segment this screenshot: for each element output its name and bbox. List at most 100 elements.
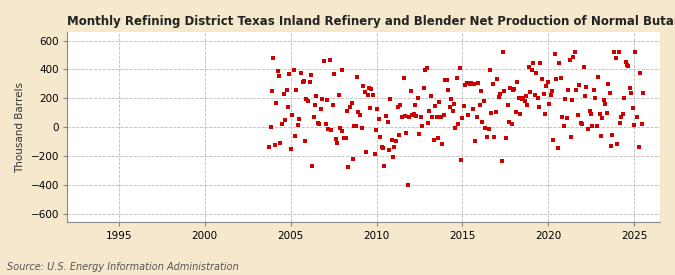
Point — [418, 86, 429, 90]
Text: Source: U.S. Energy Information Administration: Source: U.S. Energy Information Administ… — [7, 262, 238, 272]
Point — [274, 74, 285, 79]
Point — [581, 85, 592, 89]
Point — [359, 90, 370, 94]
Point — [377, 146, 388, 150]
Point — [477, 120, 488, 125]
Point — [273, 69, 284, 73]
Point — [535, 61, 545, 65]
Point — [442, 88, 453, 93]
Point — [491, 76, 502, 81]
Point — [322, 98, 333, 102]
Point — [325, 57, 335, 62]
Point — [589, 96, 600, 100]
Point — [556, 76, 566, 80]
Point — [298, 79, 309, 83]
Point — [307, 164, 318, 168]
Point — [493, 95, 504, 100]
Point — [395, 103, 406, 108]
Point — [304, 80, 315, 84]
Point — [421, 66, 432, 71]
Point — [340, 136, 351, 141]
Point — [543, 101, 554, 106]
Point — [429, 104, 440, 108]
Point — [470, 139, 481, 144]
Point — [613, 50, 624, 54]
Point — [589, 88, 599, 93]
Point — [437, 142, 448, 146]
Point — [354, 112, 365, 117]
Point — [382, 119, 393, 124]
Point — [609, 50, 620, 54]
Point — [305, 73, 316, 78]
Point — [633, 145, 644, 149]
Point — [357, 84, 368, 88]
Point — [454, 66, 465, 71]
Point — [538, 92, 549, 97]
Point — [480, 126, 491, 130]
Point — [450, 126, 460, 130]
Point — [370, 128, 381, 133]
Point — [495, 92, 506, 96]
Point — [402, 183, 413, 187]
Point — [518, 95, 529, 100]
Point — [424, 109, 435, 113]
Point — [549, 51, 560, 56]
Point — [352, 75, 363, 79]
Point — [457, 116, 468, 121]
Point — [270, 143, 281, 148]
Point — [446, 97, 456, 101]
Point — [508, 87, 518, 92]
Point — [516, 97, 527, 101]
Point — [314, 122, 325, 127]
Point — [598, 98, 609, 102]
Point — [436, 114, 447, 119]
Point — [404, 115, 414, 119]
Point — [331, 141, 342, 145]
Point — [509, 87, 520, 92]
Point — [637, 122, 647, 126]
Point — [489, 134, 500, 139]
Point — [521, 94, 532, 98]
Point — [601, 111, 612, 115]
Point — [475, 103, 485, 107]
Point — [614, 121, 625, 125]
Point — [310, 103, 321, 108]
Point — [499, 88, 510, 93]
Point — [526, 67, 537, 72]
Point — [279, 92, 290, 96]
Point — [610, 56, 621, 60]
Point — [603, 81, 614, 86]
Point — [294, 117, 305, 122]
Point — [578, 65, 589, 70]
Point — [536, 77, 547, 81]
Point — [626, 91, 637, 95]
Point — [512, 79, 522, 84]
Point — [356, 126, 367, 130]
Point — [319, 59, 329, 63]
Point — [414, 131, 425, 136]
Point — [522, 103, 533, 107]
Point — [471, 114, 482, 119]
Point — [339, 136, 350, 141]
Point — [372, 107, 383, 111]
Point — [502, 102, 513, 107]
Point — [634, 71, 645, 75]
Point — [531, 71, 541, 76]
Point — [381, 114, 392, 119]
Point — [323, 126, 333, 131]
Point — [623, 64, 634, 68]
Point — [291, 88, 302, 92]
Point — [400, 131, 411, 135]
Point — [472, 81, 483, 86]
Point — [308, 115, 319, 119]
Point — [311, 94, 322, 98]
Point — [572, 113, 583, 118]
Point — [392, 104, 403, 109]
Point — [585, 112, 596, 116]
Point — [561, 115, 572, 120]
Point — [268, 56, 279, 60]
Point — [566, 135, 576, 139]
Point — [504, 120, 514, 125]
Point — [349, 123, 360, 128]
Point — [425, 94, 436, 98]
